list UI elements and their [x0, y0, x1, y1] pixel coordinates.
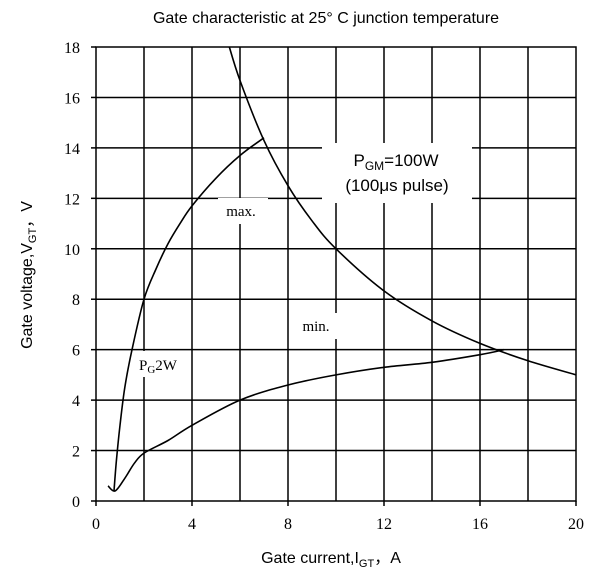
- pgm-label-sub: GM: [365, 159, 384, 173]
- y-tick-label: 16: [64, 90, 80, 107]
- max-curve-label: max.: [226, 204, 256, 220]
- x-tick-label: 16: [472, 516, 488, 533]
- x-axis-label-main: Gate current,I: [261, 550, 359, 567]
- y-tick-label: 4: [72, 393, 80, 410]
- pgm-100w-curve: [228, 47, 576, 376]
- y-axis-label: Gate voltage,VGT，V: [19, 201, 39, 349]
- y-tick-label: 0: [72, 494, 80, 511]
- min-curve: [107, 348, 505, 492]
- y-tick-label: 10: [64, 242, 80, 259]
- y-axis-ticks: 0 2 4 6 8 10 12 14 16 18: [64, 40, 96, 511]
- max-label-background: [218, 198, 268, 224]
- y-tick-label: 18: [64, 40, 80, 57]
- pulse-label: (100μs pulse): [345, 176, 448, 195]
- pg-2w-label-sub: G: [147, 364, 155, 376]
- max-curve: [113, 137, 265, 491]
- y-tick-label: 14: [64, 141, 80, 158]
- pg-2w-label: PG2W: [139, 358, 178, 376]
- y-tick-label: 8: [72, 292, 80, 309]
- min-label-background: [290, 313, 342, 339]
- y-tick-label: 12: [64, 191, 80, 208]
- y-tick-label: 2: [72, 444, 80, 461]
- x-tick-label: 20: [568, 516, 584, 533]
- pgm-label: PGM=100W: [353, 151, 438, 173]
- x-axis-label-tail: ，A: [374, 550, 401, 567]
- plot-frame: [95, 46, 577, 502]
- x-tick-label: 0: [92, 516, 100, 533]
- pgm-label-tail: =100W: [384, 151, 438, 170]
- y-axis-label-sub: GT: [27, 228, 39, 244]
- x-axis-ticks: 0 4 8 12 16 20: [92, 501, 584, 533]
- pg-2w-label-tail: 2W: [155, 358, 178, 374]
- min-curve-label: min.: [302, 319, 329, 335]
- pgm-label-background: [322, 143, 472, 203]
- chart-title: Gate characteristic at 25° C junction te…: [153, 10, 499, 27]
- pg-2w-label-main: P: [139, 358, 147, 374]
- x-axis-label-sub: GT: [359, 558, 375, 570]
- y-axis-label-main: Gate voltage,V: [19, 243, 36, 349]
- x-tick-label: 8: [284, 516, 292, 533]
- y-tick-label: 6: [72, 343, 80, 360]
- series-curves: [107, 47, 576, 492]
- pg-label-background: [134, 351, 186, 377]
- x-tick-label: 12: [376, 516, 392, 533]
- x-axis-label: Gate current,IGT，A: [261, 550, 401, 570]
- pgm-label-main: P: [353, 151, 364, 170]
- y-axis-label-tail: ，V: [19, 201, 36, 228]
- x-tick-label: 4: [188, 516, 196, 533]
